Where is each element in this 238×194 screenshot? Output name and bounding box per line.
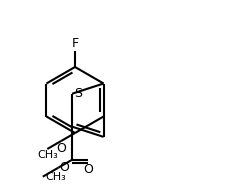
Text: CH₃: CH₃ (46, 172, 66, 182)
Text: O: O (56, 142, 66, 155)
Text: O: O (83, 163, 93, 176)
Text: O: O (59, 161, 69, 174)
Text: S: S (74, 87, 82, 100)
Text: F: F (71, 37, 79, 50)
Text: CH₃: CH₃ (37, 150, 58, 160)
